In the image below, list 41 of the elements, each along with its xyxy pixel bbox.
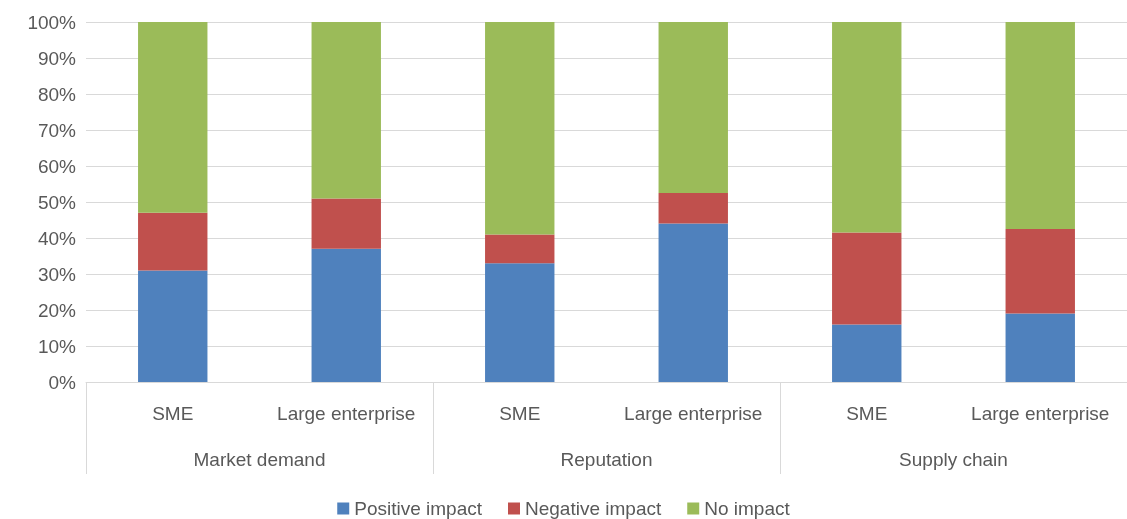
y-tick-label: 60% [37,155,77,177]
bar [311,22,381,199]
legend-label: Negative impact [525,498,662,519]
y-tick-label: 20% [37,299,77,321]
y-tick-label: 30% [37,263,77,285]
x-tick-label: Large enterprise [971,403,1110,424]
x-tick-label: SME [499,403,541,424]
legend-label: Positive impact [354,498,483,519]
bar [832,22,902,233]
y-tick-label: 40% [37,227,77,249]
bar [658,22,728,193]
text: Market demand [193,449,326,470]
y-tick-label: 50% [37,191,77,213]
bar [485,263,555,382]
x-tick-label: Large enterprise [624,403,763,424]
bar [311,248,381,382]
bar [485,22,555,235]
y-tick-label: 100% [27,11,77,33]
bar [138,212,208,271]
legend-label: No impact [704,498,791,519]
bar [138,270,208,382]
bar [485,234,555,264]
y-tick-label: 0% [48,371,77,393]
bar [832,324,902,382]
x-tick-label: SME [846,403,888,424]
bar [658,223,728,382]
x-tick-label: SME [152,403,194,424]
y-tick-label: 80% [37,83,77,105]
y-tick-label: 10% [37,335,77,357]
text: Reputation [560,449,653,470]
bar [658,193,728,224]
text: Supply chain [899,449,1008,470]
bar [1005,313,1075,382]
x-tick-label: Large enterprise [277,403,416,424]
bar [311,198,381,249]
bar [138,22,208,213]
bar [1005,22,1075,229]
y-tick-label: 90% [37,47,77,69]
y-tick-label: 70% [37,119,77,141]
bar [1005,229,1075,314]
bar [832,232,902,325]
